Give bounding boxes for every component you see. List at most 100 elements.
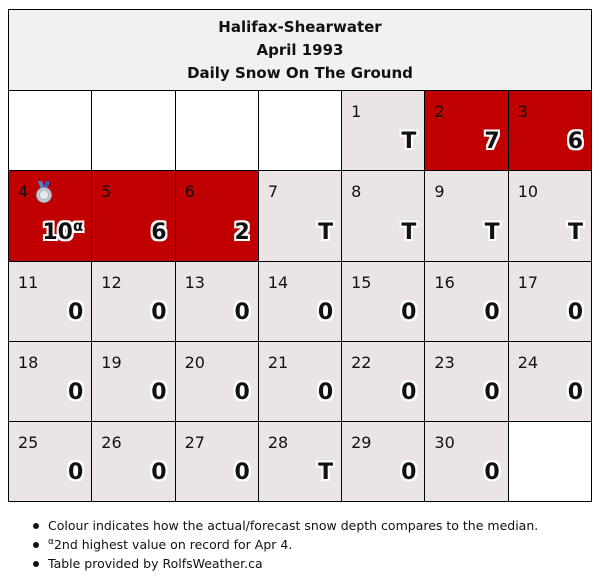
day-number: 5 bbox=[101, 182, 112, 201]
day-cell: 22 0 bbox=[341, 341, 426, 422]
footnote-record-text: 2nd highest value on record for Apr 4. bbox=[53, 537, 293, 552]
snow-depth-number: 0 bbox=[67, 460, 84, 485]
snow-depth-number: 6 bbox=[151, 220, 167, 245]
snow-depth-value: 0 bbox=[235, 381, 250, 405]
snow-depth-number: T bbox=[318, 220, 334, 245]
snow-depth-number: 10 bbox=[42, 220, 73, 245]
snow-depth-number: 0 bbox=[234, 380, 250, 405]
day-cell: 14 0 bbox=[257, 261, 343, 342]
footnote-record-marker: α bbox=[48, 537, 54, 547]
snow-depth-number: T bbox=[401, 220, 417, 245]
day-cell: 20 0 bbox=[174, 341, 259, 422]
snow-depth-value: 0 bbox=[568, 381, 583, 405]
snow-depth-value: T bbox=[318, 221, 333, 245]
snow-depth-value: 0 bbox=[484, 381, 499, 405]
snow-depth-number: 0 bbox=[151, 380, 167, 405]
snow-depth-value: 0 bbox=[151, 381, 166, 405]
snow-depth-number: 0 bbox=[234, 300, 250, 325]
day-cell: 11 0 bbox=[7, 261, 93, 342]
snow-depth-number: 6 bbox=[567, 129, 583, 154]
snow-depth-number: 0 bbox=[234, 460, 250, 485]
snow-depth-value: 0 bbox=[151, 461, 166, 485]
day-number: 13 bbox=[184, 273, 205, 292]
day-number: 22 bbox=[351, 353, 372, 372]
snow-depth-number: 0 bbox=[401, 380, 417, 405]
day-number: 27 bbox=[184, 433, 205, 452]
week-row: 11 0 12 0 13 0 14 0 15 0 16 0 17 0 bbox=[7, 261, 593, 342]
snow-depth-number: 0 bbox=[317, 300, 334, 325]
day-number: 26 bbox=[101, 433, 122, 452]
day-cell: 17 0 bbox=[507, 261, 593, 342]
footnote-colour-text: Colour indicates how the actual/forecast… bbox=[48, 518, 539, 533]
empty-day-cell bbox=[507, 421, 593, 502]
day-number: 4 bbox=[18, 182, 29, 201]
week-row: 25 0 26 0 27 0 28 T 29 0 30 0 bbox=[7, 421, 593, 502]
footnotes: Colour indicates how the actual/forecast… bbox=[31, 516, 538, 573]
snow-depth-number: 0 bbox=[484, 460, 500, 485]
snow-depth-value: T bbox=[401, 130, 416, 154]
snow-depth-value: 0 bbox=[68, 381, 83, 405]
snow-depth-value: 0 bbox=[401, 461, 416, 485]
snow-depth-value: 6 bbox=[568, 130, 583, 154]
snow-depth-number: 0 bbox=[151, 300, 167, 325]
snow-depth-number: 2 bbox=[234, 220, 250, 245]
day-number: 28 bbox=[267, 433, 289, 452]
snow-depth-value: 6 bbox=[151, 221, 166, 245]
snow-depth-number: 7 bbox=[484, 129, 500, 154]
day-number: 15 bbox=[351, 273, 372, 292]
day-number: 24 bbox=[517, 353, 539, 372]
day-number: 10 bbox=[517, 182, 539, 201]
day-cell: 19 0 bbox=[91, 341, 176, 422]
day-cell: 30 0 bbox=[424, 421, 509, 502]
snow-calendar: Halifax-Shearwater April 1993 Daily Snow… bbox=[7, 9, 593, 502]
day-number: 17 bbox=[517, 273, 539, 292]
snow-depth-value: 10α bbox=[42, 219, 83, 245]
snow-depth-number: 0 bbox=[151, 460, 167, 485]
snow-depth-number: 0 bbox=[567, 380, 583, 405]
snow-depth-value: 0 bbox=[151, 301, 166, 325]
empty-day-cell bbox=[257, 90, 343, 171]
day-number: 9 bbox=[434, 182, 445, 201]
snow-depth-value: 0 bbox=[568, 301, 583, 325]
day-cell: 16 0 bbox=[424, 261, 509, 342]
snow-depth-value: 7 bbox=[484, 130, 499, 154]
day-cell: 23 0 bbox=[424, 341, 509, 422]
day-number: 20 bbox=[184, 353, 205, 372]
snow-depth-number: T bbox=[318, 460, 334, 485]
day-number: 16 bbox=[434, 273, 455, 292]
day-number: 23 bbox=[434, 353, 455, 372]
snow-depth-value: 0 bbox=[484, 461, 499, 485]
week-row: 18 0 19 0 20 0 21 0 22 0 23 0 24 0 bbox=[7, 341, 593, 422]
day-cell: 25 0 bbox=[7, 421, 93, 502]
footnote-record: α2nd highest value on record for Apr 4. bbox=[31, 535, 538, 554]
day-cell: 18 0 bbox=[7, 341, 93, 422]
footnote-colour: Colour indicates how the actual/forecast… bbox=[31, 516, 538, 535]
snow-depth-number: 0 bbox=[567, 300, 583, 325]
month-label: April 1993 bbox=[256, 40, 344, 59]
snow-depth-value: T bbox=[485, 221, 500, 245]
day-number: 1 bbox=[351, 102, 362, 121]
silver-medal-icon bbox=[36, 181, 52, 203]
snow-depth-number: T bbox=[484, 220, 500, 245]
day-cell: 21 0 bbox=[257, 341, 343, 422]
day-cell: 12 0 bbox=[91, 261, 176, 342]
day-number: 8 bbox=[351, 182, 362, 201]
snow-depth-number: 0 bbox=[484, 300, 500, 325]
footnote-credit-text: Table provided by RolfsWeather.ca bbox=[48, 556, 263, 571]
snow-depth-number: 0 bbox=[401, 460, 417, 485]
week-row: 4 10α 5 6 6 2 7 T 8 T 9 T 10 T bbox=[7, 170, 593, 262]
calendar-header: Halifax-Shearwater April 1993 Daily Snow… bbox=[8, 9, 592, 91]
snow-depth-value: 0 bbox=[318, 381, 333, 405]
day-number: 2 bbox=[434, 102, 445, 121]
day-cell: 28 T bbox=[257, 421, 343, 502]
footnote-credit: Table provided by RolfsWeather.ca bbox=[31, 554, 538, 573]
snow-depth-value: 2 bbox=[235, 221, 250, 245]
snow-depth-number: 0 bbox=[67, 300, 84, 325]
snow-depth-value: 0 bbox=[68, 301, 83, 325]
